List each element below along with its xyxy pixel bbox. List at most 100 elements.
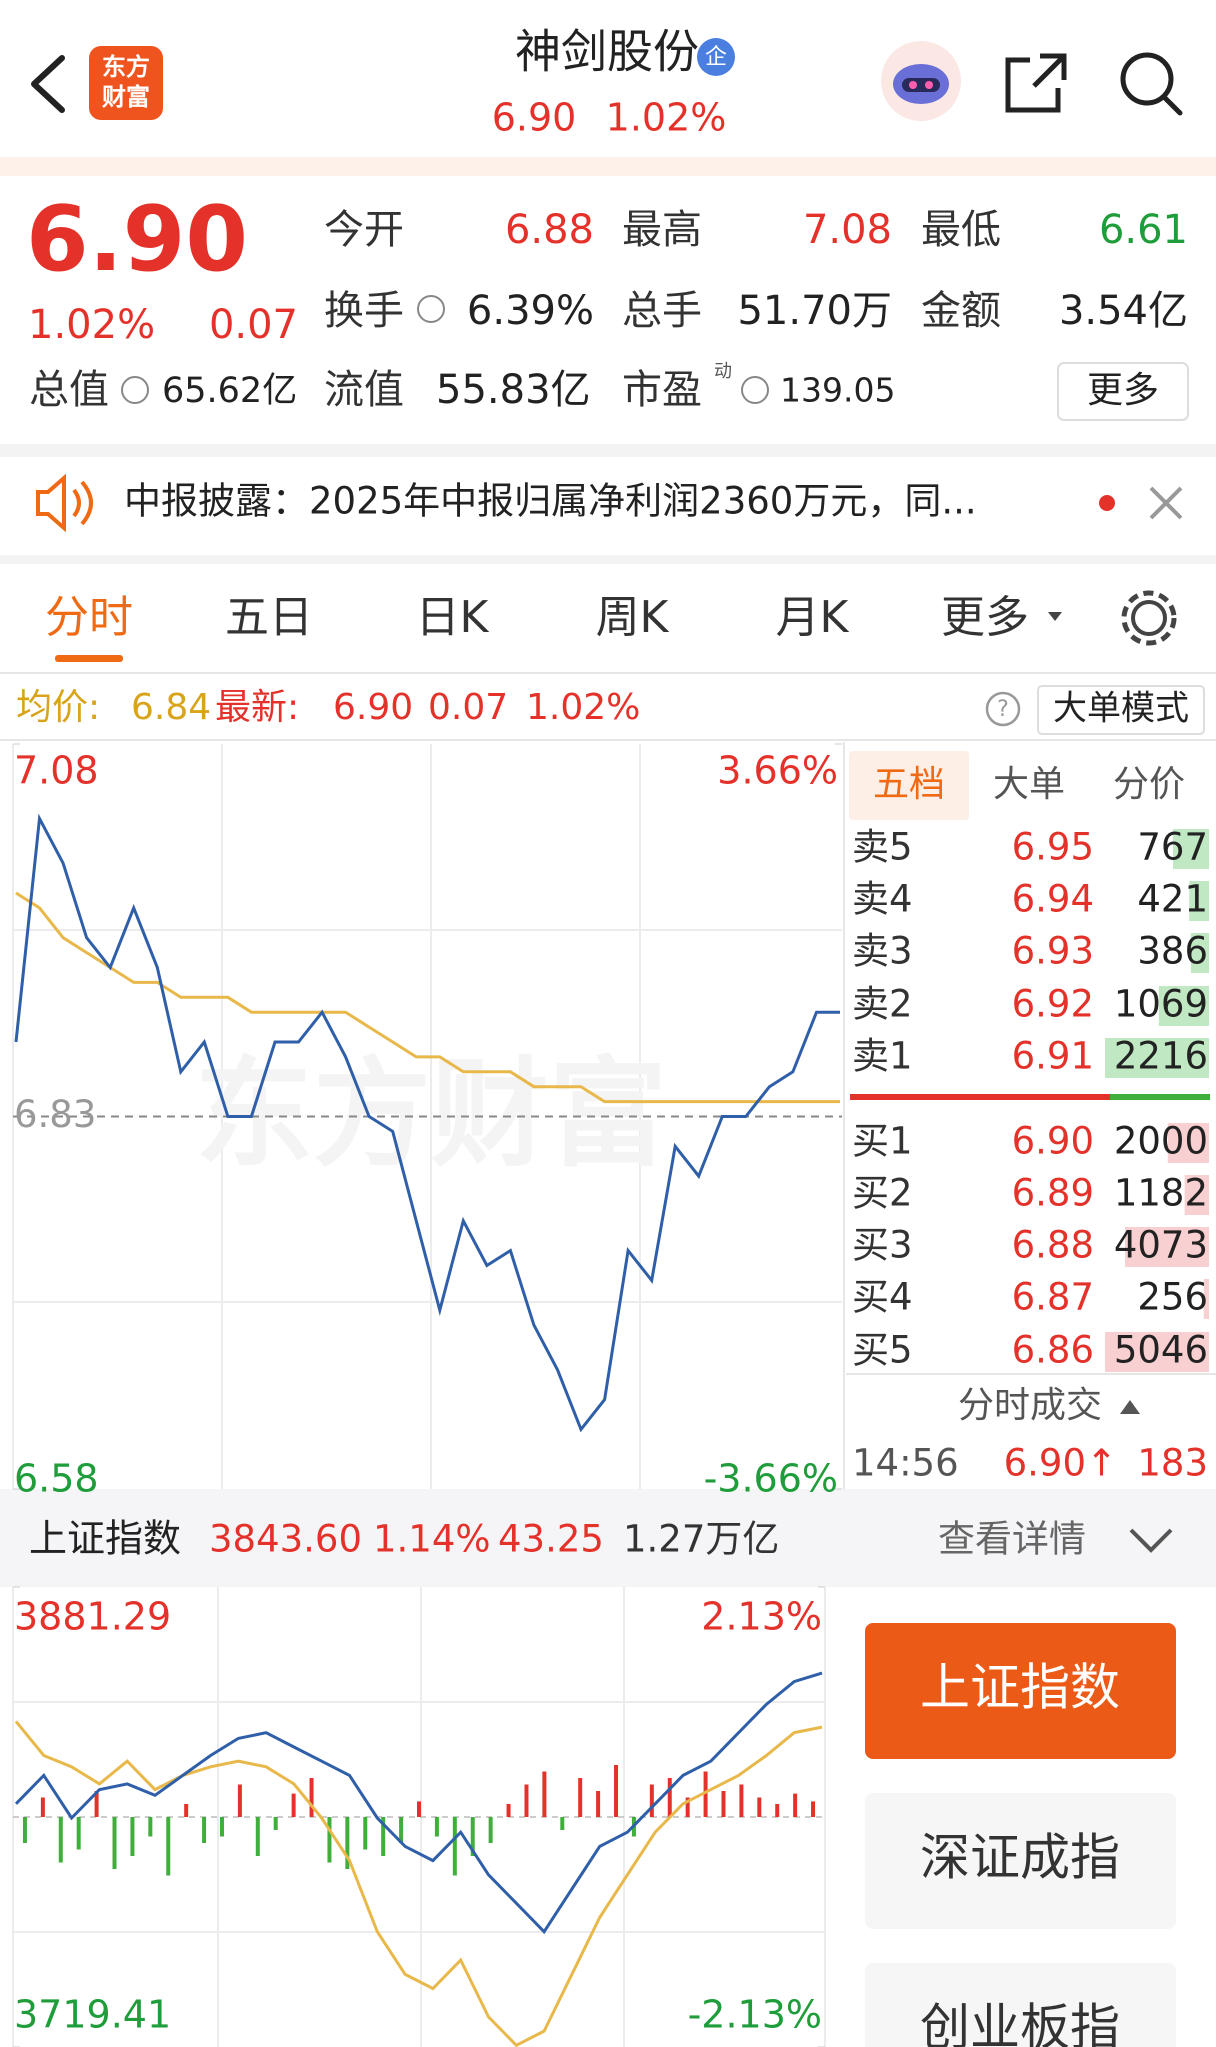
flow-bar — [649, 1784, 654, 1817]
collapse-arrow[interactable] — [1120, 1400, 1140, 1414]
search-button[interactable] — [1120, 52, 1174, 106]
index-button[interactable] — [865, 1623, 1176, 1759]
field-label: 换手 — [324, 288, 404, 334]
close-button[interactable] — [1149, 486, 1183, 520]
flow-bar — [345, 1817, 350, 1869]
level-label: 卖5 — [852, 826, 913, 869]
more-button[interactable] — [1057, 362, 1189, 421]
flow-bar — [703, 1771, 708, 1817]
news-text[interactable]: 中报披露：2025年中报归属净利润2360万元，同... — [124, 480, 977, 523]
field-value: 65.62亿 — [162, 371, 297, 411]
separator — [0, 555, 1216, 564]
y-tick-label: 7.08 — [14, 749, 99, 793]
flow-bar — [291, 1793, 296, 1817]
latest-change: 0.07 — [428, 687, 508, 728]
price-line — [14, 813, 840, 1433]
flow-bar — [434, 1817, 439, 1837]
latest-pct: 1.02% — [526, 687, 640, 728]
field-label: 总值 — [29, 367, 109, 413]
flow-bar — [560, 1817, 565, 1830]
index-button-text: 创业板指 — [920, 1999, 1120, 2047]
level-volume: 767 — [1137, 826, 1208, 869]
avg-line — [15, 891, 840, 1104]
flow-bar — [273, 1817, 278, 1830]
level-volume: 256 — [1137, 1276, 1208, 1319]
chart-grid — [12, 744, 842, 1489]
level-price: 6.88 — [1012, 1224, 1094, 1267]
flow-bar — [793, 1793, 798, 1817]
ratio-bar — [850, 1094, 1110, 1100]
flow-bar — [237, 1784, 242, 1817]
level-volume: 421 — [1137, 878, 1208, 921]
unread-dot — [1099, 495, 1115, 511]
quote-fields: 今开 6.88 最高 7.08 最低 6.61 换手 6.39% 总手 51.70万 金额 3.54亿 — [324, 207, 1188, 334]
watermark: 东方财富 — [195, 1045, 667, 1183]
index-button[interactable] — [865, 1963, 1176, 2047]
flow-bar — [202, 1817, 207, 1843]
settings-button[interactable] — [1131, 600, 1167, 636]
tab-underline — [55, 655, 123, 662]
flow-bar — [40, 1797, 45, 1817]
index-line — [14, 1720, 823, 2047]
volume-bar — [1158, 986, 1209, 1026]
field-value: 51.70万 — [737, 288, 892, 334]
level-price: 6.86 — [1012, 1329, 1094, 1372]
book-tab[interactable]: 分价 — [1113, 764, 1185, 805]
tab[interactable]: 更多 — [941, 592, 1029, 643]
field-label: 市盈 — [622, 367, 702, 413]
volume-bar — [1173, 829, 1209, 869]
tab[interactable]: 月K — [776, 592, 850, 643]
field-label: 流值 — [324, 367, 404, 413]
level-volume: 2000 — [1114, 1120, 1208, 1163]
mode-text: 大单模式 — [1053, 689, 1189, 729]
level-label: 卖3 — [852, 930, 913, 973]
mode-button[interactable] — [1037, 685, 1205, 735]
dropdown-arrow — [1048, 612, 1062, 621]
ratio-bar — [1110, 1094, 1210, 1100]
change: 0.07 — [209, 302, 298, 348]
flow-bar — [775, 1804, 780, 1817]
y2-tick-label: -3.66% — [704, 1457, 838, 1501]
info-icon[interactable] — [417, 295, 445, 323]
flow-bar — [148, 1817, 153, 1837]
field-label: 最低 — [921, 207, 1001, 253]
flow-bar — [739, 1784, 744, 1817]
flow-bar — [219, 1817, 224, 1837]
back-button[interactable] — [31, 55, 65, 113]
level-price: 6.89 — [1012, 1172, 1094, 1215]
flow-bar — [578, 1778, 583, 1817]
index-detail[interactable]: 查看详情 — [938, 1518, 1086, 1561]
flow-bar — [506, 1804, 511, 1817]
info-icon[interactable] — [741, 376, 769, 404]
tab[interactable]: 日K — [416, 592, 490, 643]
expand-arrow[interactable] — [1129, 1528, 1173, 1553]
level-label: 买4 — [852, 1276, 913, 1319]
logo-text: 东方 — [102, 53, 150, 81]
tab[interactable]: 周K — [596, 592, 670, 643]
level-volume: 4073 — [1114, 1224, 1208, 1267]
book-tab[interactable]: 大单 — [993, 764, 1065, 805]
field-label: 总手 — [622, 288, 702, 334]
help-icon[interactable] — [985, 691, 1021, 727]
field-value: 6.88 — [505, 207, 594, 253]
index-button-text: 深证成指 — [920, 1829, 1120, 1887]
tab[interactable]: 分时 — [45, 592, 133, 643]
info-icon[interactable] — [121, 376, 149, 404]
volume-bar — [1105, 1038, 1209, 1078]
flow-bar — [22, 1817, 27, 1843]
flow-bar — [811, 1801, 816, 1817]
app-logo[interactable] — [89, 46, 163, 120]
y2-tick-label: 3.66% — [717, 749, 838, 793]
volume-bar — [1125, 1227, 1209, 1267]
book-tab[interactable]: 五档 — [873, 764, 945, 805]
field-label: 最高 — [622, 207, 702, 253]
tab[interactable]: 五日 — [225, 592, 313, 643]
header-band — [0, 157, 1216, 176]
change-pct: 1.02% — [28, 302, 155, 348]
share-button[interactable] — [1005, 53, 1067, 113]
level-label: 卖2 — [852, 983, 913, 1026]
index-button[interactable] — [865, 1793, 1176, 1929]
volume-bar — [1105, 1332, 1209, 1372]
